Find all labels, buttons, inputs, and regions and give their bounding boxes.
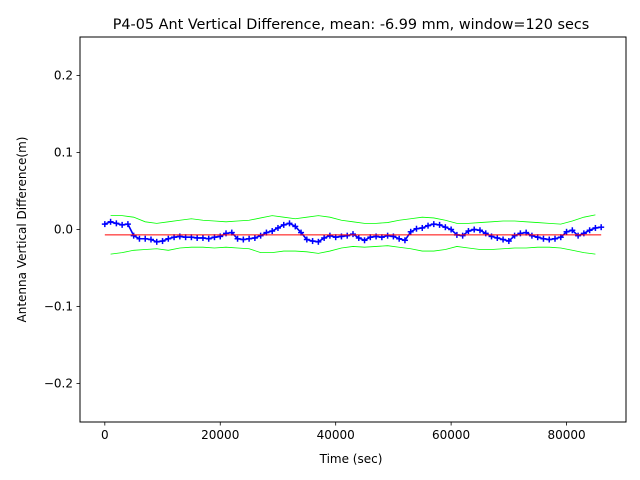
- data-point: [274, 224, 281, 231]
- data-point: [147, 236, 154, 243]
- data-point: [355, 234, 362, 241]
- data-point: [540, 235, 547, 242]
- data-point: [205, 235, 212, 242]
- x-tick-label: 60000: [432, 428, 470, 442]
- data-point: [292, 223, 299, 230]
- data-point: [194, 234, 201, 241]
- data-point: [251, 234, 258, 241]
- data-point: [598, 224, 605, 231]
- data-point: [107, 218, 114, 225]
- x-axis-label: Time (sec): [319, 452, 383, 466]
- data-point: [505, 238, 512, 245]
- data-point: [459, 232, 466, 239]
- data-point: [465, 228, 472, 235]
- data-point: [384, 232, 391, 239]
- y-tick-label: −0.2: [44, 377, 73, 391]
- data-point: [361, 237, 368, 244]
- data-point: [257, 232, 264, 239]
- x-tick-label: 20000: [201, 428, 239, 442]
- lower-envelope-line: [110, 245, 596, 255]
- data-point: [269, 228, 276, 235]
- y-tick-label: −0.1: [44, 300, 73, 314]
- data-point: [326, 232, 333, 239]
- data-point: [153, 238, 160, 245]
- data-point: [350, 231, 356, 238]
- data-point: [119, 221, 126, 228]
- data-point: [165, 235, 172, 242]
- data-point: [321, 234, 328, 241]
- data-point: [286, 220, 293, 227]
- data-point: [234, 235, 241, 242]
- data-point: [476, 227, 483, 234]
- data-point: [448, 226, 455, 233]
- data-point: [471, 226, 478, 233]
- y-tick-label: 0.0: [54, 223, 73, 237]
- data-point: [592, 224, 599, 231]
- data-point: [407, 228, 414, 235]
- data-point: [575, 232, 582, 239]
- plot-area: [101, 214, 605, 255]
- x-tick-label: 0: [101, 428, 109, 442]
- data-point: [240, 236, 247, 243]
- data-point: [309, 238, 316, 245]
- x-tick-label: 80000: [547, 428, 585, 442]
- data-point: [303, 236, 310, 243]
- data-point: [130, 232, 137, 239]
- y-tick-label: 0.1: [54, 146, 73, 160]
- data-point: [528, 232, 535, 239]
- data-point: [280, 221, 287, 228]
- data-point: [511, 232, 518, 239]
- data-point: [552, 235, 559, 242]
- data-point: [315, 238, 322, 245]
- data-point: [586, 227, 593, 234]
- data-point: [413, 225, 420, 232]
- data-point: [124, 221, 131, 228]
- data-point: [344, 232, 351, 239]
- data-point: [159, 238, 166, 245]
- data-point: [436, 221, 443, 228]
- y-axis-label: Antenna Vertical Difference(m): [15, 137, 29, 323]
- axis-ticks: 0 20000 40000 60000 80000 −0.2 −0.1 0.0 0.1 0.2: [44, 69, 586, 443]
- data-point: [101, 221, 108, 228]
- data-point: [569, 227, 576, 234]
- data-point: [442, 224, 449, 231]
- data-point: [136, 235, 143, 242]
- data-point: [401, 237, 408, 244]
- data-point: [113, 220, 120, 227]
- upper-envelope-line: [110, 214, 596, 225]
- data-point: [546, 236, 553, 243]
- data-point: [142, 235, 149, 242]
- chart-title: P4-05 Ant Vertical Difference, mean: -6.…: [113, 17, 590, 33]
- data-point: [494, 234, 501, 241]
- data-point: [425, 222, 432, 229]
- data-point: [500, 236, 507, 243]
- data-point: [419, 224, 426, 231]
- data-point: [430, 221, 437, 228]
- data-point: [396, 235, 403, 242]
- data-point: [199, 234, 206, 241]
- y-tick-label: 0.2: [54, 69, 73, 83]
- data-point: [246, 235, 253, 242]
- x-tick-label: 40000: [317, 428, 355, 442]
- data-point: [563, 228, 570, 235]
